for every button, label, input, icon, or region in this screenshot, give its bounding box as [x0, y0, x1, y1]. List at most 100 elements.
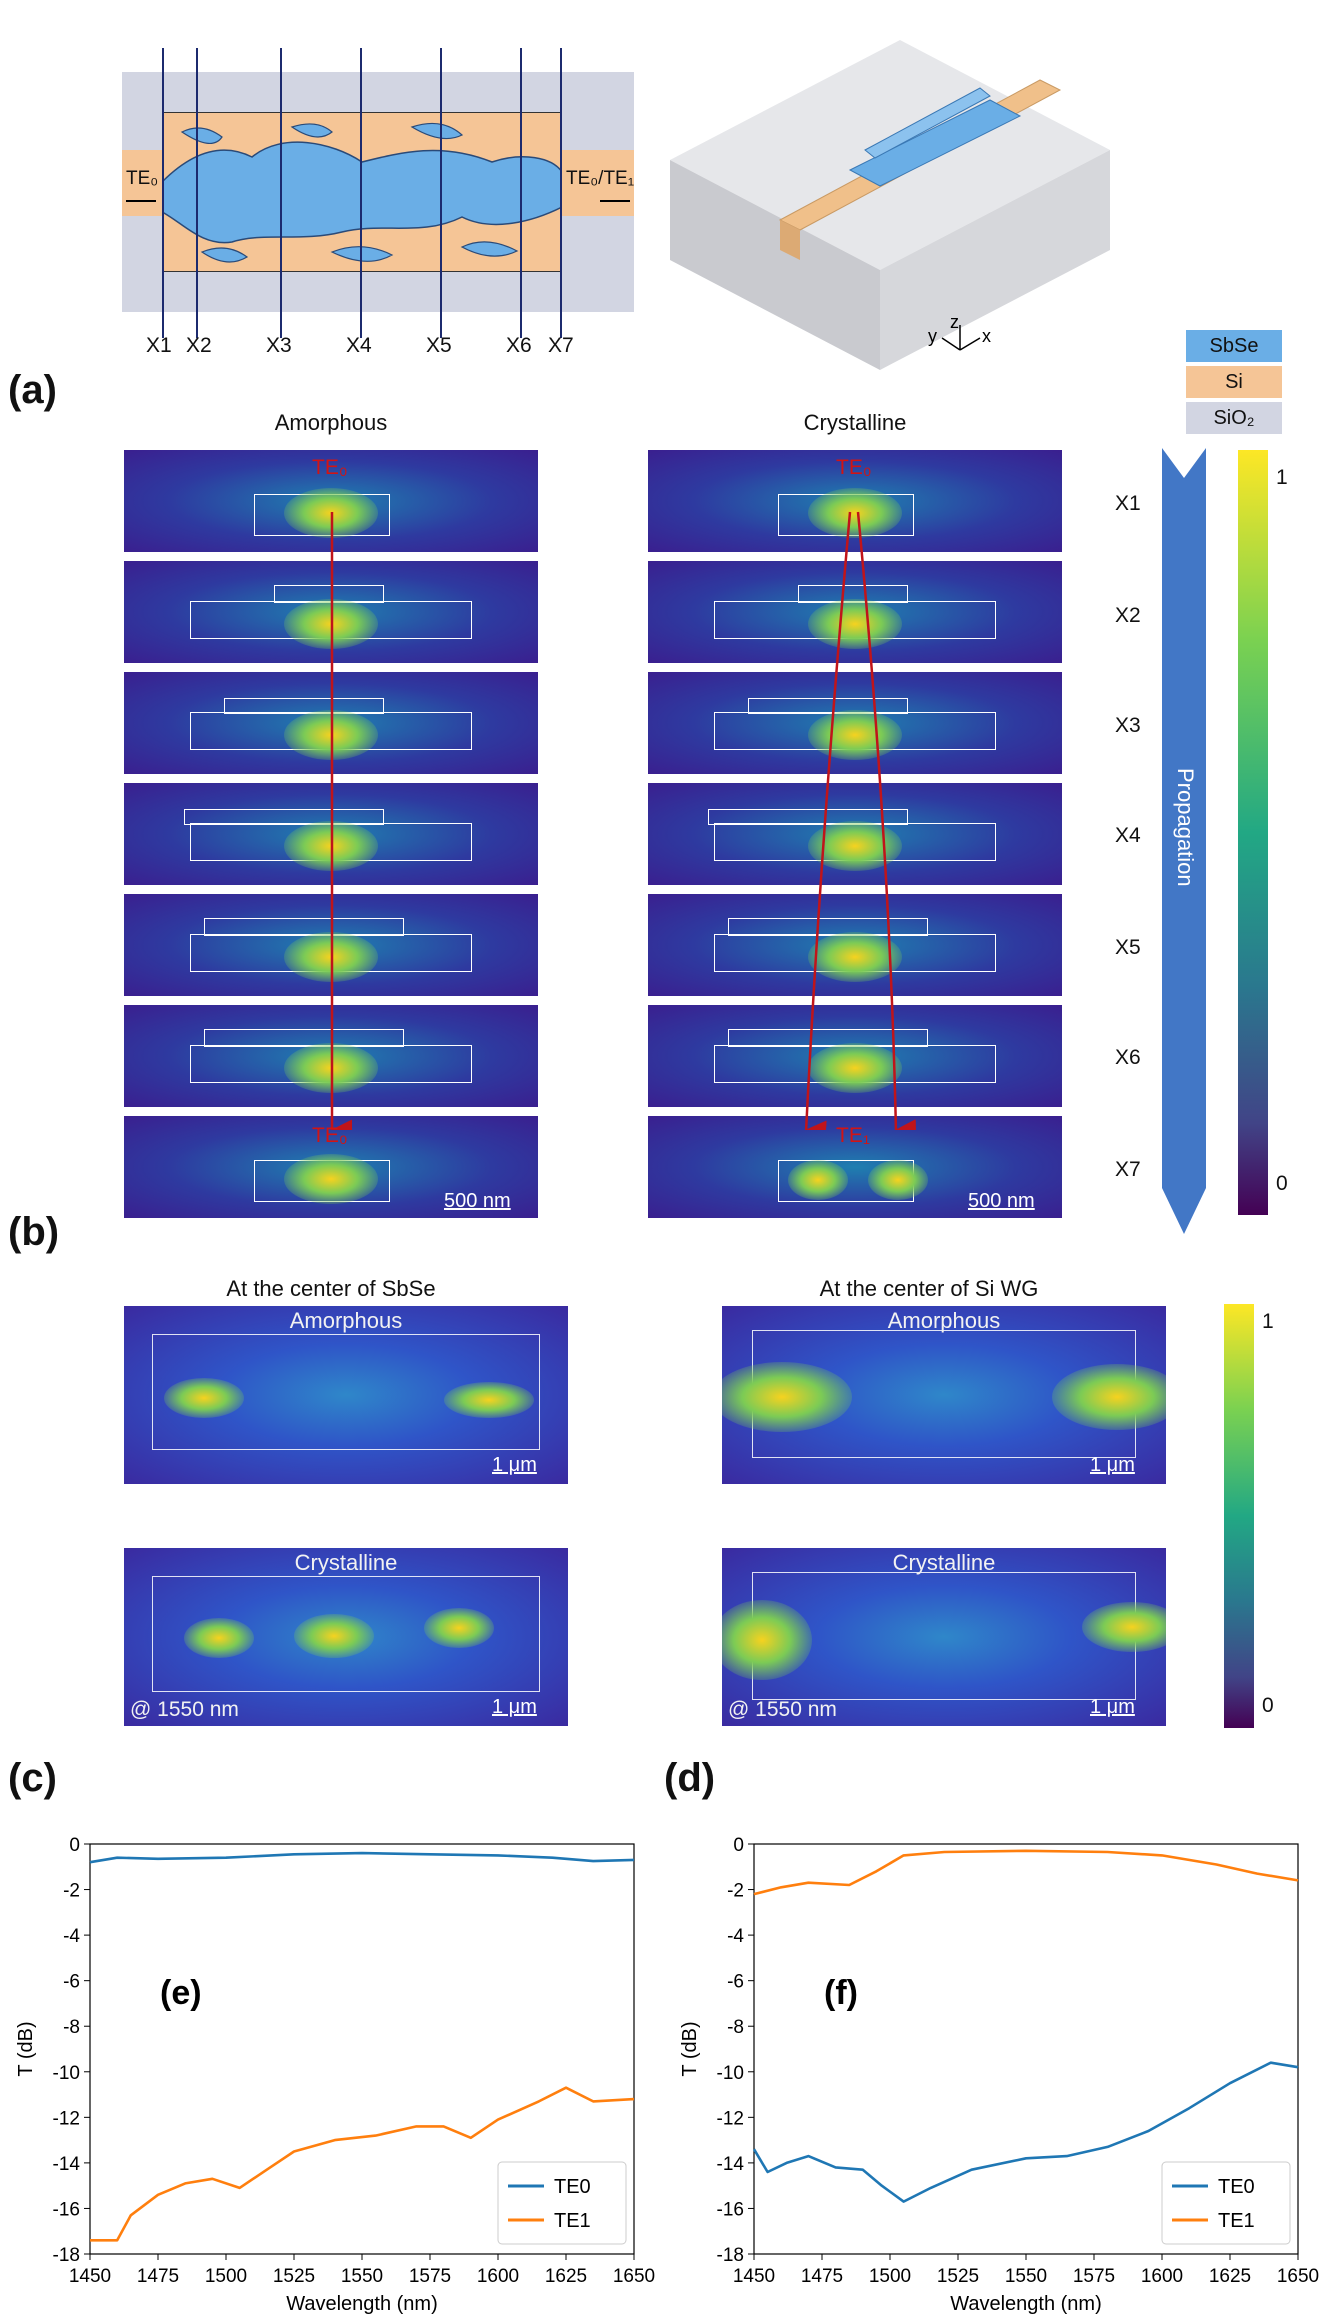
cut-label-x6: X6	[506, 334, 532, 357]
row-label-x3: X3	[1115, 714, 1141, 737]
legend-sbse-label: SbSe	[1209, 335, 1259, 357]
y-tick-label: 0	[69, 1835, 80, 1856]
field-map-crystalline-x2	[648, 561, 1062, 663]
cut-label-x1: X1	[146, 334, 172, 357]
y-tick-label: -6	[727, 1972, 744, 1993]
input-label: TE₀	[126, 168, 159, 189]
x-tick-label: 1475	[137, 2266, 179, 2287]
output-arrow	[600, 200, 630, 202]
x-axis-label: Wavelength (nm)	[950, 2293, 1102, 2315]
row-label-x4: X4	[1115, 824, 1141, 847]
colorbar-b-max: 1	[1276, 466, 1288, 489]
series-line-te1	[753, 1849, 1299, 1896]
map-d-amorphous-label: Amorphous	[887, 1308, 1001, 1333]
x-tick-label: 1500	[205, 2266, 247, 2287]
device-3d-render: z x y	[670, 40, 1110, 370]
x-axis-label: Wavelength (nm)	[286, 2293, 438, 2315]
cut-line-x4	[360, 48, 362, 338]
x-tick-label: 1450	[733, 2266, 775, 2287]
device-schematic: TE₀ TE₀/TE₁	[122, 48, 635, 338]
legend-box	[497, 2161, 627, 2245]
hotspot	[722, 1362, 852, 1432]
y-tick-label: -4	[63, 1926, 80, 1947]
map-c-crystalline-outline	[152, 1576, 540, 1692]
row-label-x1: X1	[1115, 492, 1141, 515]
panel-letter-d: (d)	[664, 1756, 716, 1800]
field-map-crystalline-x4	[648, 783, 1062, 885]
output-label: TE₀/TE₁	[566, 168, 635, 189]
x-tick-label: 1650	[613, 2266, 655, 2287]
y-axis-label: T (dB)	[679, 2021, 701, 2076]
y-tick-label: 0	[733, 1835, 744, 1856]
colorbar-b	[1238, 450, 1268, 1215]
mode-hotspot	[808, 932, 902, 982]
si-output-waveguide	[562, 150, 634, 216]
propagation-arrow: Propagation	[1162, 448, 1206, 1234]
x-tick-label: 1450	[69, 2266, 111, 2287]
panel-letter-a: (a)	[8, 368, 57, 412]
panel-letter-b: (b)	[8, 1210, 60, 1254]
map-c-amorphous-outline	[152, 1334, 540, 1450]
row-label-x2: X2	[1115, 604, 1141, 627]
axis-x-label: x	[982, 326, 991, 346]
legend-si: Si	[1186, 366, 1282, 398]
hotspot	[444, 1382, 534, 1418]
series-line-te0	[752, 2061, 1299, 2203]
row-label-x6: X6	[1115, 1046, 1141, 1069]
field-map-amorphous-x7	[124, 1116, 538, 1218]
mode-label-left-top: TE₀	[312, 456, 348, 479]
mode-label-left-bottom: TE₀	[312, 1124, 348, 1147]
y-tick-label: -18	[53, 2245, 80, 2266]
legend-label-te0: TE0	[554, 2176, 591, 2198]
y-tick-label: -4	[727, 1926, 744, 1947]
x-tick-label: 1475	[801, 2266, 843, 2287]
legend-label-te1: TE1	[554, 2210, 591, 2232]
series-line-te0	[89, 1851, 635, 1864]
propagation-label: Propagation	[1173, 768, 1198, 887]
scalebar-d-bottom: 1 μm	[1090, 1696, 1135, 1718]
panel-a: TE₀ TE₀/TE₁ X1 X2 X3 X4 X5 X6 X7 z x y S…	[0, 0, 1328, 434]
legend-box	[1161, 2161, 1291, 2245]
map-c-amorphous-label: Amorphous	[289, 1308, 403, 1333]
scalebar-right-b: 500 nm	[968, 1190, 1035, 1212]
y-tick-label: -16	[717, 2199, 744, 2220]
hotspot	[184, 1618, 254, 1658]
x-tick-label: 1650	[1277, 2266, 1319, 2287]
scalebar-left-b: 500 nm	[444, 1190, 511, 1212]
y-axis-label: T (dB)	[15, 2021, 37, 2076]
cut-line-x7	[560, 48, 562, 338]
panel-letter-c: (c)	[8, 1756, 57, 1800]
input-arrow	[126, 200, 156, 202]
field-map-crystalline-x3	[648, 672, 1062, 774]
si-input-waveguide	[122, 150, 162, 216]
panel-d-title: At the center of Si WG	[819, 1276, 1039, 1301]
y-tick-label: -12	[717, 2108, 744, 2129]
colorbar-cd-min: 0	[1262, 1694, 1274, 1717]
axis-z-label: z	[950, 312, 959, 332]
y-tick-label: -10	[717, 2063, 744, 2084]
y-tick-label: -18	[717, 2245, 744, 2266]
cut-label-x5: X5	[426, 334, 452, 357]
colorbar-cd	[1224, 1304, 1254, 1728]
field-map-crystalline-x5	[648, 894, 1062, 996]
mode-label-right-top: TE₀	[836, 456, 872, 479]
x-tick-label: 1625	[545, 2266, 587, 2287]
mode-hotspot	[808, 488, 902, 538]
x-tick-label: 1525	[273, 2266, 315, 2287]
y-tick-label: -16	[53, 2199, 80, 2220]
series-line-te1	[90, 2086, 635, 2242]
cut-label-x3: X3	[266, 334, 292, 357]
x-tick-label: 1600	[1141, 2266, 1183, 2287]
y-tick-label: -6	[63, 1972, 80, 1993]
colorbar-cd-max: 1	[1262, 1310, 1274, 1333]
chart-f: 1450 1475 1500 1525 1550 1575 1600 1625 1650 0 -2 -…	[679, 1835, 1319, 2315]
field-map-crystalline-x7	[648, 1116, 1062, 1218]
scalebar-d-top: 1 μm	[1090, 1454, 1135, 1476]
y-tick-label: -8	[63, 2017, 80, 2038]
hotspot	[164, 1378, 244, 1418]
map-c-amorphous: Amorphous 1 μm	[124, 1306, 568, 1484]
x-tick-label: 1600	[477, 2266, 519, 2287]
legend-sbse: SbSe	[1186, 330, 1282, 362]
x-tick-label: 1525	[937, 2266, 979, 2287]
legend-label-te0: TE0	[1218, 2176, 1255, 2198]
